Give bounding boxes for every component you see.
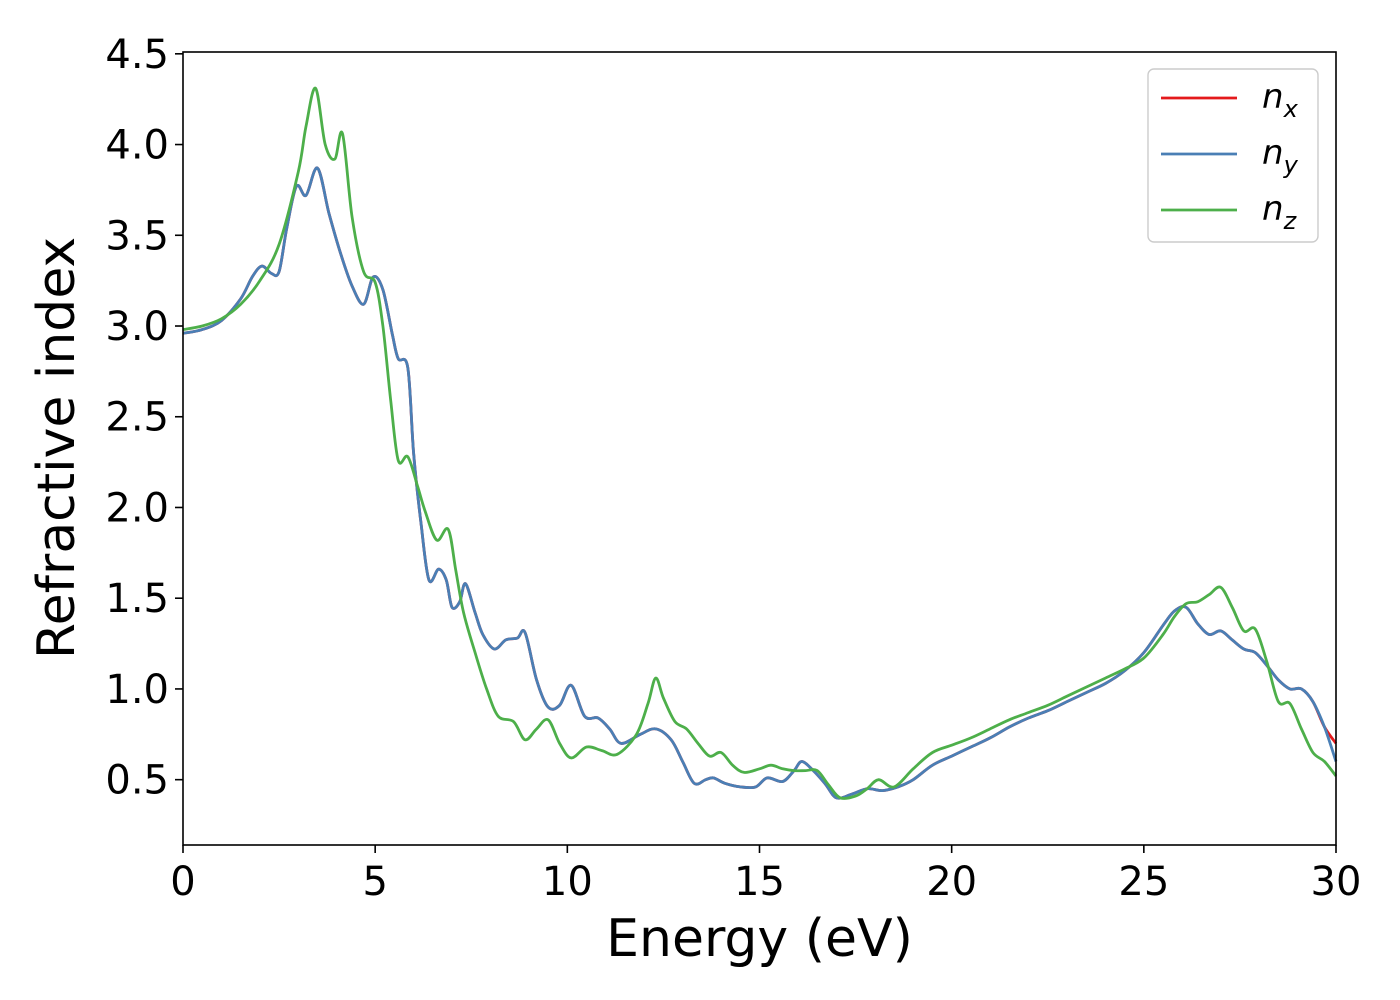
legend-label-y: ny (1262, 133, 1299, 179)
y-tick-label: 3.0 (105, 304, 169, 350)
series-line-n-y (182, 166, 1338, 800)
x-axis-label: Energy (eV) (606, 909, 913, 969)
x-tick-label: 5 (362, 859, 387, 905)
legend-label-x: nx (1262, 77, 1299, 123)
y-tick-label: 3.5 (105, 213, 169, 259)
series-line-n-z (182, 86, 1338, 800)
y-tick-label: 4.5 (105, 32, 169, 78)
x-tick-label: 10 (542, 859, 593, 905)
y-tick-label: 1.0 (105, 667, 169, 713)
y-tick-label: 2.5 (105, 395, 169, 441)
x-tick-label: 0 (170, 859, 195, 905)
plot-background (183, 52, 1336, 845)
x-tick-label: 20 (926, 859, 977, 905)
x-axis: 0 5 10 15 20 25 30 (170, 845, 1361, 905)
series-layer (182, 86, 1338, 800)
y-axis-label: Refractive index (27, 237, 87, 659)
x-tick-label: 30 (1311, 859, 1362, 905)
legend-label-z: nz (1262, 189, 1298, 235)
x-tick-label: 25 (1118, 859, 1169, 905)
legend: nx ny nz (1147, 68, 1319, 243)
y-tick-label: 0.5 (105, 758, 169, 804)
y-axis: 0.5 1.0 1.5 2.0 2.5 3.0 3.5 4.0 4.5 (105, 32, 183, 804)
y-tick-label: 2.0 (105, 485, 169, 531)
y-tick-label: 1.5 (105, 576, 169, 622)
y-tick-label: 4.0 (105, 123, 169, 169)
legend-frame (1147, 68, 1319, 243)
x-tick-label: 15 (734, 859, 785, 905)
